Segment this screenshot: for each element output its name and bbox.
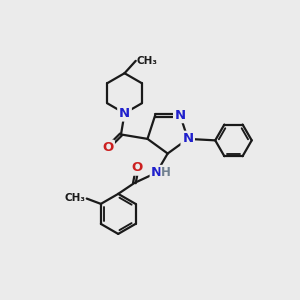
Text: H: H	[161, 166, 171, 178]
Text: N: N	[151, 166, 162, 179]
Text: O: O	[102, 141, 113, 154]
Text: N: N	[182, 132, 194, 146]
Text: CH₃: CH₃	[65, 193, 86, 203]
Text: O: O	[132, 161, 143, 174]
Text: N: N	[119, 107, 130, 120]
Text: N: N	[182, 132, 194, 146]
Text: N: N	[175, 109, 186, 122]
Text: N: N	[119, 107, 130, 120]
Text: CH₃: CH₃	[136, 56, 158, 66]
